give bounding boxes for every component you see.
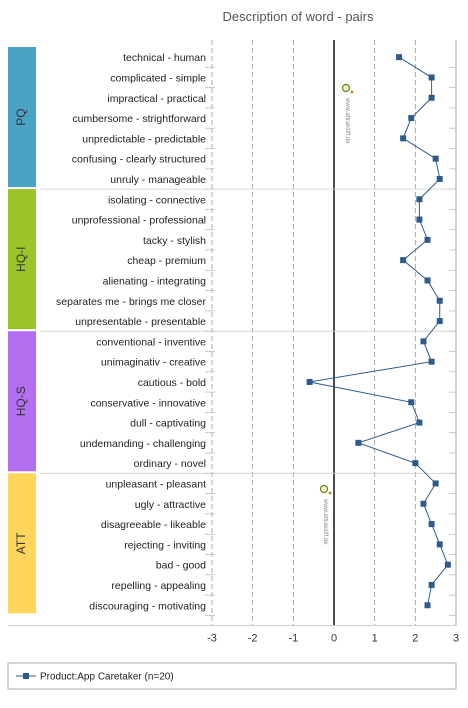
x-tick-label: -1: [288, 632, 298, 644]
item-label: undemanding - challenging: [80, 438, 206, 450]
item-label: ugly - attractive: [135, 499, 206, 511]
data-point: [424, 236, 431, 243]
data-point: [400, 135, 407, 142]
watermark-dot: [328, 491, 332, 495]
data-point: [416, 196, 423, 203]
legend-label: Product:App Caretaker (n=20): [40, 672, 174, 683]
item-label: isolating - connective: [108, 194, 206, 206]
item-labels: technical - human complicated - simple imp…: [56, 52, 206, 612]
item-label: unimaginativ - creative: [101, 357, 206, 369]
data-point: [428, 74, 435, 81]
watermarks: www.attrakdiff.de www.attrakdiff.de: [319, 83, 354, 545]
item-label: repelling - appealing: [111, 580, 206, 592]
group-label: PQ: [14, 108, 28, 125]
data-point: [428, 521, 435, 528]
data-point: [408, 399, 415, 406]
data-point: [436, 541, 443, 548]
data-point: [416, 419, 423, 426]
item-label: unprofessional - professional: [72, 215, 206, 227]
item-label: impractical - practical: [107, 93, 206, 105]
item-label: confusing - clearly structured: [72, 154, 206, 166]
watermark-dot: [350, 90, 354, 94]
group-bar-hq-s: [8, 331, 36, 472]
group-label: HQ-I: [14, 246, 28, 271]
data-point: [306, 378, 313, 385]
data-point: [432, 155, 439, 162]
data-point: [424, 277, 431, 284]
item-label: conservative - innovative: [90, 397, 206, 409]
item-label: cautious - bold: [138, 377, 206, 389]
item-label: discouraging - motivating: [89, 600, 206, 612]
x-tick-label: -3: [207, 632, 217, 644]
x-axis-ticks: -3 -2 -1 0 1 2 3: [207, 632, 459, 644]
item-label: disagreeable - likeable: [101, 519, 206, 531]
series-line: [309, 56, 449, 606]
item-label: complicated - simple: [110, 72, 206, 84]
item-label: rejecting - inviting: [124, 539, 206, 551]
item-label: cheap - premium: [127, 255, 206, 267]
data-point: [436, 175, 443, 182]
group-bar-pq: [8, 47, 36, 188]
data-point: [420, 500, 427, 507]
item-label: bad - good: [156, 560, 206, 572]
item-label: unpresentable - presentable: [75, 316, 206, 328]
data-point: [444, 561, 451, 568]
series-layer: [306, 54, 451, 609]
item-label: alienating - integrating: [103, 275, 206, 287]
data-point: [416, 216, 423, 223]
item-label: separates me - brings me closer: [56, 296, 206, 308]
watermark-logo: [319, 484, 329, 494]
data-point: [436, 297, 443, 304]
watermark-text: www.attrakdiff.de: [322, 498, 328, 545]
data-point: [424, 602, 431, 609]
x-tick-label: 1: [372, 632, 378, 644]
group-label: HQ-S: [14, 386, 28, 416]
x-tick-label: 3: [453, 632, 459, 644]
item-label: unpredictable - predictable: [82, 133, 206, 145]
legend-box: [7, 662, 457, 690]
data-point: [412, 460, 419, 467]
watermark-text: www.attrakdiff.de: [344, 97, 350, 144]
item-label: cumbersome - strightforward: [72, 113, 206, 125]
data-point: [436, 318, 443, 325]
data-point: [428, 94, 435, 101]
chart-title: Description of word - pairs: [223, 9, 374, 24]
x-tick-label: -2: [248, 632, 258, 644]
x-tick-label: 0: [331, 632, 337, 644]
group-bars: PQ HQ-I HQ-S ATT: [8, 47, 36, 614]
data-point: [396, 54, 403, 61]
grid: [8, 40, 457, 626]
item-label: technical - human: [123, 52, 206, 64]
group-bar-att: [8, 473, 36, 614]
data-point: [408, 115, 415, 122]
item-label: dull - captivating: [130, 418, 206, 430]
data-point: [428, 358, 435, 365]
watermark-logo: [341, 83, 351, 93]
group-label: ATT: [14, 532, 28, 554]
data-point: [420, 338, 427, 345]
item-label: tacky - stylish: [143, 235, 206, 247]
item-label: unruly - manageable: [110, 174, 206, 186]
legend-marker: [23, 673, 29, 679]
item-label: conventional - inventive: [96, 336, 206, 348]
data-point: [355, 439, 362, 446]
item-label: unpleasant - pleasant: [106, 478, 206, 490]
item-label: ordinary - novel: [134, 458, 206, 470]
x-tick-label: 2: [412, 632, 418, 644]
data-point: [428, 581, 435, 588]
group-bar-hq-i: [8, 189, 36, 330]
data-point: [400, 257, 407, 264]
data-point: [432, 480, 439, 487]
legend: Product:App Caretaker (n=20): [7, 662, 457, 690]
